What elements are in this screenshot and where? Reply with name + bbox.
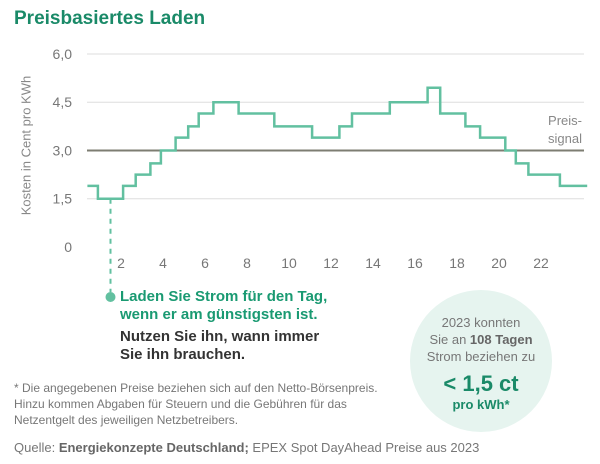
stat-price: < 1,5 ct (443, 371, 519, 396)
footnote: * Die angegebenen Preise beziehen sich a… (14, 381, 378, 427)
x-tick-label: 10 (281, 255, 297, 271)
x-tick-label: 2 (117, 255, 125, 271)
y-tick-label: 6,0 (53, 46, 73, 62)
stat-line2: Sie an 108 Tagen (410, 331, 552, 348)
y-tick-label: 1,5 (53, 191, 73, 207)
source: Quelle: Energiekonzepte Deutschland; EPE… (14, 440, 479, 455)
page-title: Preisbasiertes Laden (14, 8, 206, 29)
x-tick-label: 18 (449, 255, 465, 271)
y-tick-label: 0 (64, 239, 72, 255)
signal-label-line2: signal (548, 131, 582, 146)
y-tick-label: 3,0 (53, 142, 73, 158)
x-tick-label: 16 (407, 255, 423, 271)
callout-dark: Nutzen Sie ihn, wann immer Sie ihn brauc… (120, 328, 380, 364)
x-tick-label: 20 (491, 255, 507, 271)
stat-days: 108 Tagen (469, 332, 533, 347)
x-tick-label: 6 (201, 255, 209, 271)
x-tick-label: 4 (159, 255, 167, 271)
price-signal-label: Preis- signal (520, 112, 582, 148)
x-tick-label: 14 (365, 255, 381, 271)
cheapest-marker-dot (105, 292, 116, 302)
price-series-line (87, 86, 588, 200)
callout-line4: Sie ihn brauchen. (120, 346, 246, 363)
y-tick-label: 4,5 (53, 94, 73, 110)
y-axis-label: Kosten in Cent pro KWh (18, 75, 34, 216)
x-tick-label: 8 (243, 255, 251, 271)
stat-line1: 2023 konnten (441, 315, 521, 330)
source-rest: EPEX Spot DayAhead Preise aus 2023 (248, 440, 480, 455)
x-tick-label: 12 (323, 255, 339, 271)
stat-line2-prefix: Sie an (429, 332, 470, 347)
stat-line3: Strom beziehen zu (426, 349, 536, 364)
signal-label-line1: Preis- (548, 113, 582, 128)
source-org: Energiekonzepte Deutschland; (58, 440, 249, 455)
source-prefix: Quelle: (14, 440, 59, 455)
callout-green: Laden Sie Strom für den Tag, wenn er am … (120, 288, 380, 324)
callout-line2: wenn er am günstigsten ist. (120, 306, 318, 323)
x-tick-label: 22 (533, 255, 549, 271)
callout-line1: Laden Sie Strom für den Tag, (120, 288, 328, 305)
stat-circle: 2023 konnten Sie an 108 Tagen Strom bezi… (410, 290, 552, 432)
callout-line3: Nutzen Sie ihn, wann immer (120, 328, 320, 345)
stat-unit: pro kWh* (452, 397, 510, 412)
